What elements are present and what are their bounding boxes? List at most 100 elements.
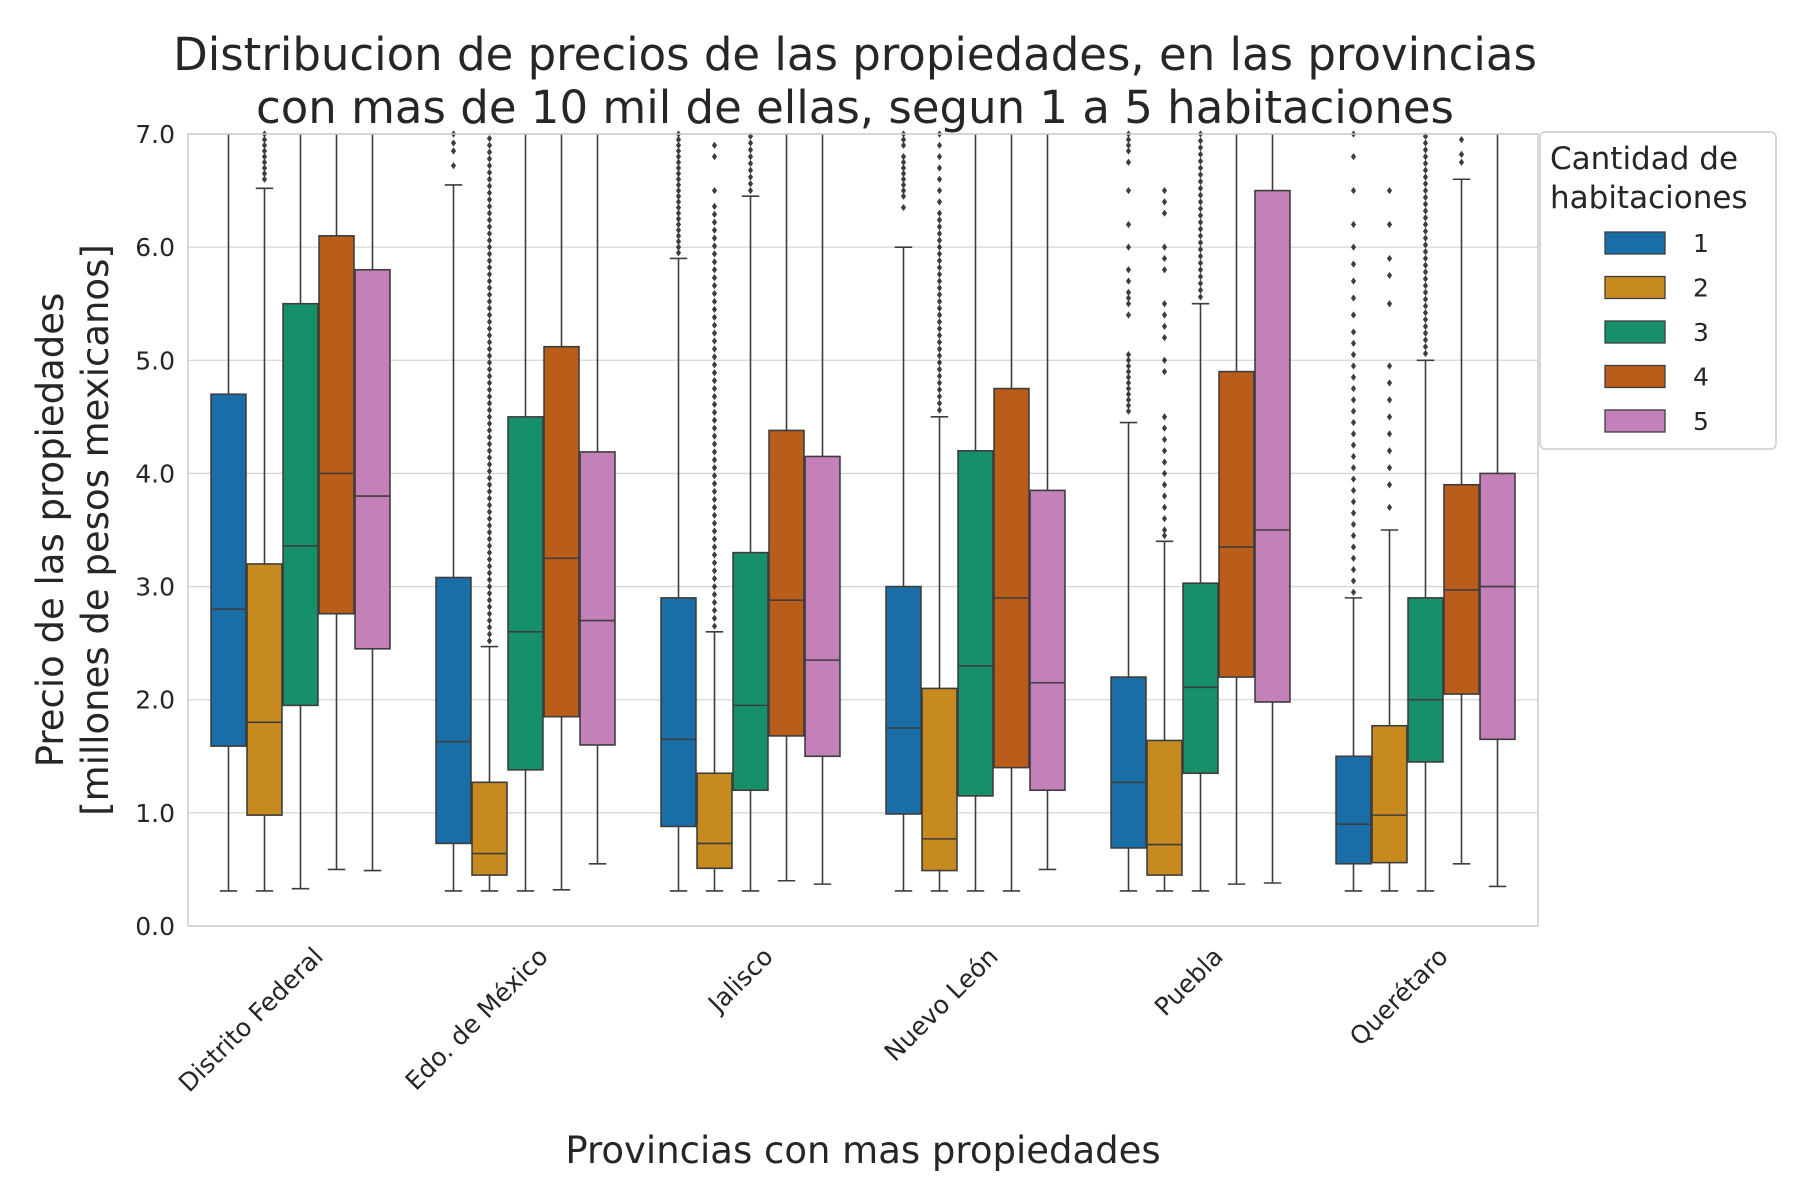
outlier-point xyxy=(261,136,268,144)
legend-swatch-3 xyxy=(1604,320,1666,344)
outlier-point xyxy=(486,433,493,441)
outlier-point xyxy=(936,386,943,394)
outlier-point xyxy=(486,528,493,536)
outlier-point xyxy=(1350,373,1357,381)
outlier-point xyxy=(711,503,718,511)
outlier-point xyxy=(900,181,907,189)
outlier-point xyxy=(486,562,493,570)
outlier-point xyxy=(936,318,943,326)
outlier-point xyxy=(1197,198,1204,206)
outlier-point xyxy=(936,243,943,251)
outlier-point xyxy=(486,175,493,183)
outlier-point xyxy=(1422,234,1429,242)
outlier-point xyxy=(486,487,493,496)
series-1 xyxy=(210,130,1372,892)
outlier-point xyxy=(1350,362,1357,370)
outlier-point xyxy=(1125,396,1132,404)
box-Jalisco-2 xyxy=(696,141,733,892)
outlier-point xyxy=(486,569,493,577)
legend-label-4: 4 xyxy=(1693,363,1709,392)
outlier-point xyxy=(450,139,457,147)
outlier-point xyxy=(1125,384,1132,393)
box-body xyxy=(354,268,391,650)
outlier-point xyxy=(486,162,493,170)
outlier-point xyxy=(900,153,907,161)
outlier-point xyxy=(486,623,493,631)
chart-title-line-2: con mas de 10 mil de ellas, segun 1 a 5 … xyxy=(256,81,1454,134)
outlier-point xyxy=(1125,266,1132,274)
y-tick-label: 3.0 xyxy=(135,573,175,602)
outlier-point xyxy=(1350,520,1357,528)
outlier-point xyxy=(1161,356,1168,364)
box-body xyxy=(1110,676,1147,849)
outlier-point xyxy=(936,358,943,367)
plot-frame xyxy=(187,133,1539,927)
outlier-point xyxy=(1422,146,1429,154)
legend: Cantidad de habitaciones 1 2 3 4 5 xyxy=(1539,131,1777,450)
outlier-point xyxy=(711,408,718,416)
box-body xyxy=(579,451,616,746)
outlier-point xyxy=(1197,143,1204,152)
outlier-point xyxy=(486,216,493,224)
outlier-point xyxy=(486,284,493,292)
outlier-point xyxy=(1197,293,1204,301)
outlier-point xyxy=(1161,515,1168,523)
outlier-point xyxy=(1161,413,1168,421)
outlier-point xyxy=(486,453,493,462)
box-Puebla-1 xyxy=(1110,130,1147,892)
outlier-point xyxy=(1458,136,1465,144)
y-axis-ticks: 0.0 1.0 2.0 3.0 4.0 5.0 6.0 7.0 xyxy=(135,120,175,941)
outlier-point xyxy=(936,379,943,387)
outlier-point xyxy=(900,164,907,172)
outlier-point xyxy=(1161,186,1168,195)
box-Querétaro-2 xyxy=(1371,186,1408,892)
outlier-point xyxy=(1422,220,1429,229)
outlier-point xyxy=(1422,214,1429,222)
outlier-point xyxy=(675,158,682,166)
outlier-point xyxy=(747,173,754,181)
outlier-point xyxy=(747,153,754,161)
outlier-point xyxy=(711,329,718,337)
legend-swatch-1 xyxy=(1604,231,1666,255)
outlier-point xyxy=(711,186,718,195)
outlier-point xyxy=(1422,193,1429,201)
outlier-point xyxy=(1197,272,1204,281)
outlier-point xyxy=(1422,139,1429,147)
x-tick-label: Nuevo León xyxy=(879,942,1004,1067)
y-tick-label: 2.0 xyxy=(135,686,175,715)
box-Jalisco-1 xyxy=(660,130,697,892)
outlier-point xyxy=(936,297,943,306)
outlier-point xyxy=(1161,209,1168,217)
outlier-point xyxy=(1422,336,1429,344)
outlier-point xyxy=(486,134,493,143)
outlier-point xyxy=(1197,239,1204,247)
outlier-point xyxy=(936,250,943,258)
outlier-point xyxy=(936,198,943,206)
outlier-point xyxy=(900,175,907,183)
outlier-point xyxy=(1197,191,1204,199)
outlier-point xyxy=(1350,452,1357,461)
outlier-point xyxy=(486,630,493,638)
outlier-point xyxy=(486,474,493,482)
box-Nuevo León-1 xyxy=(885,130,922,892)
outlier-point xyxy=(711,384,718,393)
outlier-point xyxy=(675,203,682,212)
outlier-point xyxy=(1386,186,1393,195)
outlier-point xyxy=(1197,252,1204,260)
outlier-point xyxy=(486,291,493,299)
series-2 xyxy=(246,130,1408,892)
outlier-point xyxy=(486,229,493,238)
outlier-point xyxy=(486,467,493,475)
outlier-point xyxy=(1350,396,1357,404)
outlier-point xyxy=(711,582,718,591)
outlier-point xyxy=(1125,220,1132,229)
outlier-point xyxy=(486,535,493,543)
outlier-point xyxy=(747,159,754,168)
outlier-point xyxy=(1161,322,1168,330)
outlier-point xyxy=(486,209,493,217)
outlier-point xyxy=(711,218,718,226)
outlier-point xyxy=(711,575,718,583)
outlier-point xyxy=(936,338,943,346)
outlier-point xyxy=(1386,413,1393,421)
outlier-point xyxy=(1125,136,1132,144)
